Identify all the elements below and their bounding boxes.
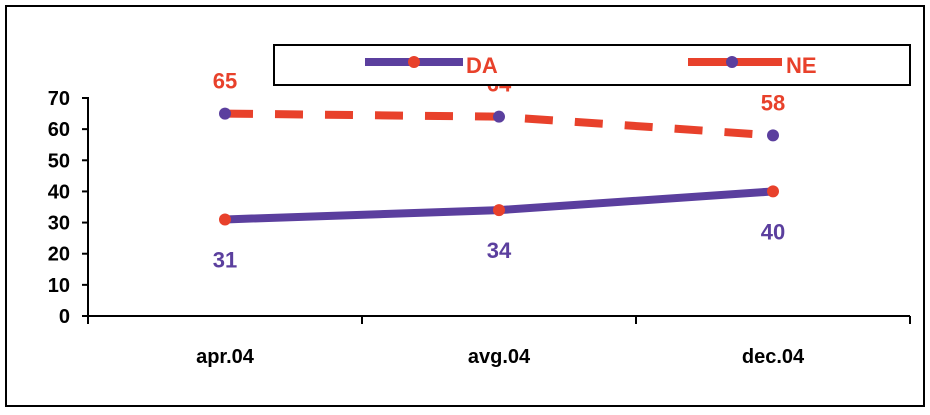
- y-tick-label: 50: [48, 150, 70, 172]
- x-ticks: apr.04 avg.04 dec.04: [87, 316, 911, 368]
- data-label-da: 40: [761, 219, 785, 244]
- y-tick-label: 10: [48, 275, 70, 297]
- y-tick-label: 70: [48, 88, 70, 110]
- y-tick-label: 20: [48, 244, 70, 266]
- legend-marker-da: [408, 56, 420, 68]
- point-ne: [767, 129, 779, 142]
- y-tick-label: 0: [59, 306, 70, 328]
- data-label-ne: 58: [761, 90, 785, 115]
- y-ticks: 0 10 20 30 40 50 60 70: [48, 88, 88, 328]
- x-tick-label: avg.04: [468, 346, 531, 368]
- data-label-ne: 65: [213, 69, 237, 94]
- series-layer: [219, 107, 779, 226]
- y-tick-label: 30: [48, 213, 70, 235]
- legend-marker-ne: [726, 56, 738, 68]
- legend: DA NE: [273, 44, 911, 86]
- legend-label-ne: NE: [786, 53, 817, 78]
- point-da: [493, 204, 505, 217]
- y-tick-label: 60: [48, 119, 70, 141]
- point-ne: [219, 107, 231, 120]
- point-da: [219, 213, 231, 226]
- legend-label-da: DA: [466, 53, 498, 78]
- y-tick-label: 40: [48, 181, 70, 203]
- x-tick-label: dec.04: [742, 346, 805, 368]
- data-label-da: 31: [213, 247, 237, 272]
- x-tick-label: apr.04: [196, 346, 255, 368]
- data-label-da: 34: [487, 238, 512, 263]
- point-da: [767, 185, 779, 198]
- point-ne: [493, 110, 505, 123]
